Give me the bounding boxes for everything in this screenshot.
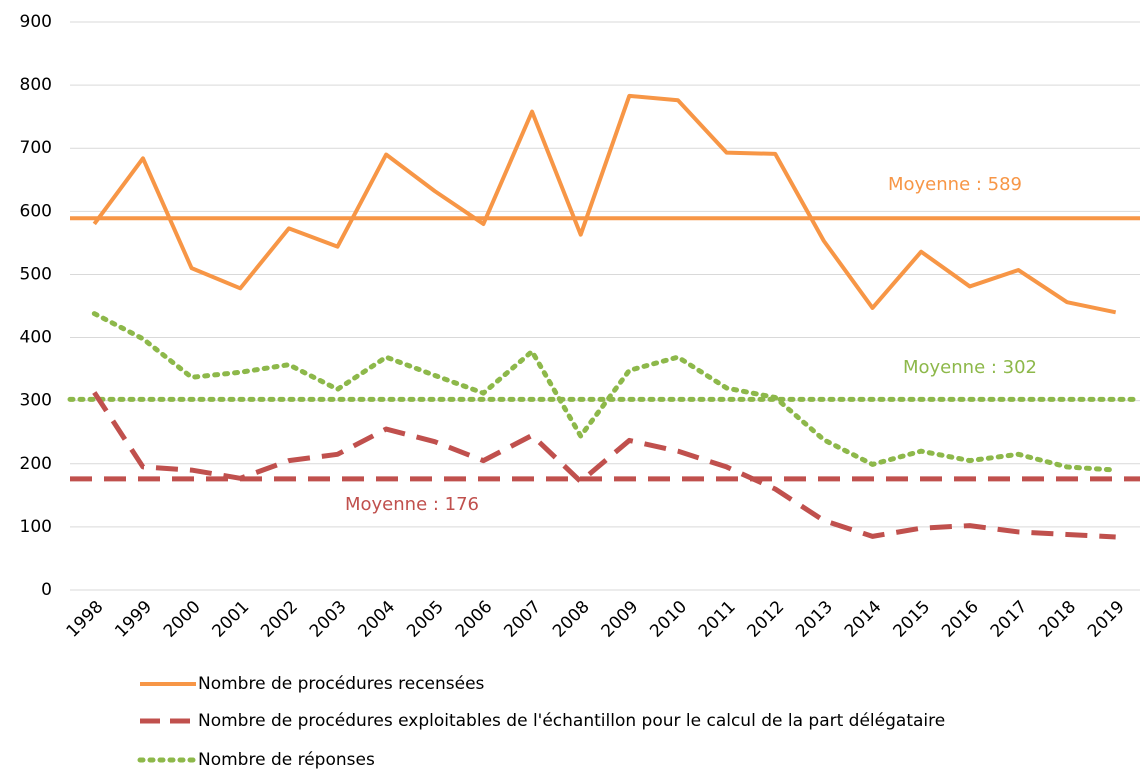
x-tick-label: 2007 (500, 597, 545, 642)
y-tick-label: 500 (20, 264, 52, 284)
x-tick-label: 2000 (160, 597, 205, 642)
x-tick-label: 2009 (598, 597, 643, 642)
x-tick-label: 1999 (111, 597, 156, 642)
mean-label: Moyenne : 302 (903, 357, 1037, 378)
x-tick-label: 2010 (646, 597, 691, 642)
x-tick-label: 2018 (1035, 597, 1080, 642)
legend-label: Nombre de procédures recensées (198, 674, 485, 694)
x-tick-label: 2006 (452, 597, 497, 642)
x-tick-label: 1998 (63, 597, 108, 642)
x-tick-label: 2012 (744, 597, 789, 642)
x-tick-label: 2005 (403, 597, 448, 642)
series-line (92, 93, 1117, 315)
y-tick-label: 0 (41, 580, 52, 600)
legend-label: Nombre de réponses (198, 750, 375, 770)
y-tick-label: 200 (20, 454, 52, 474)
mean-label: Moyenne : 176 (345, 494, 479, 515)
y-tick-label: 300 (20, 391, 52, 411)
y-tick-label: 600 (20, 201, 52, 221)
legend-label: Nombre de procédures exploitables de l'é… (198, 711, 945, 731)
x-tick-label: 2016 (938, 597, 983, 642)
x-tick-label: 2011 (695, 597, 740, 642)
x-tick-label: 2004 (354, 597, 399, 642)
x-tick-label: 2001 (209, 597, 254, 642)
y-tick-label: 400 (20, 328, 52, 348)
y-tick-label: 800 (20, 75, 52, 95)
y-tick-label: 100 (20, 517, 52, 537)
y-tick-label: 700 (20, 138, 52, 158)
x-tick-label: 2015 (889, 597, 934, 642)
x-tick-label: 2008 (549, 597, 594, 642)
x-tick-label: 2014 (841, 597, 886, 642)
x-tick-label: 2013 (792, 597, 837, 642)
series-line (92, 391, 1116, 540)
x-tick-label: 2003 (306, 597, 351, 642)
x-tick-label: 2017 (987, 597, 1032, 642)
y-tick-label: 900 (20, 12, 52, 32)
series-line (91, 311, 1119, 473)
x-tick-label: 2002 (257, 597, 302, 642)
mean-label: Moyenne : 589 (888, 174, 1022, 195)
x-tick-label: 2019 (1084, 597, 1129, 642)
